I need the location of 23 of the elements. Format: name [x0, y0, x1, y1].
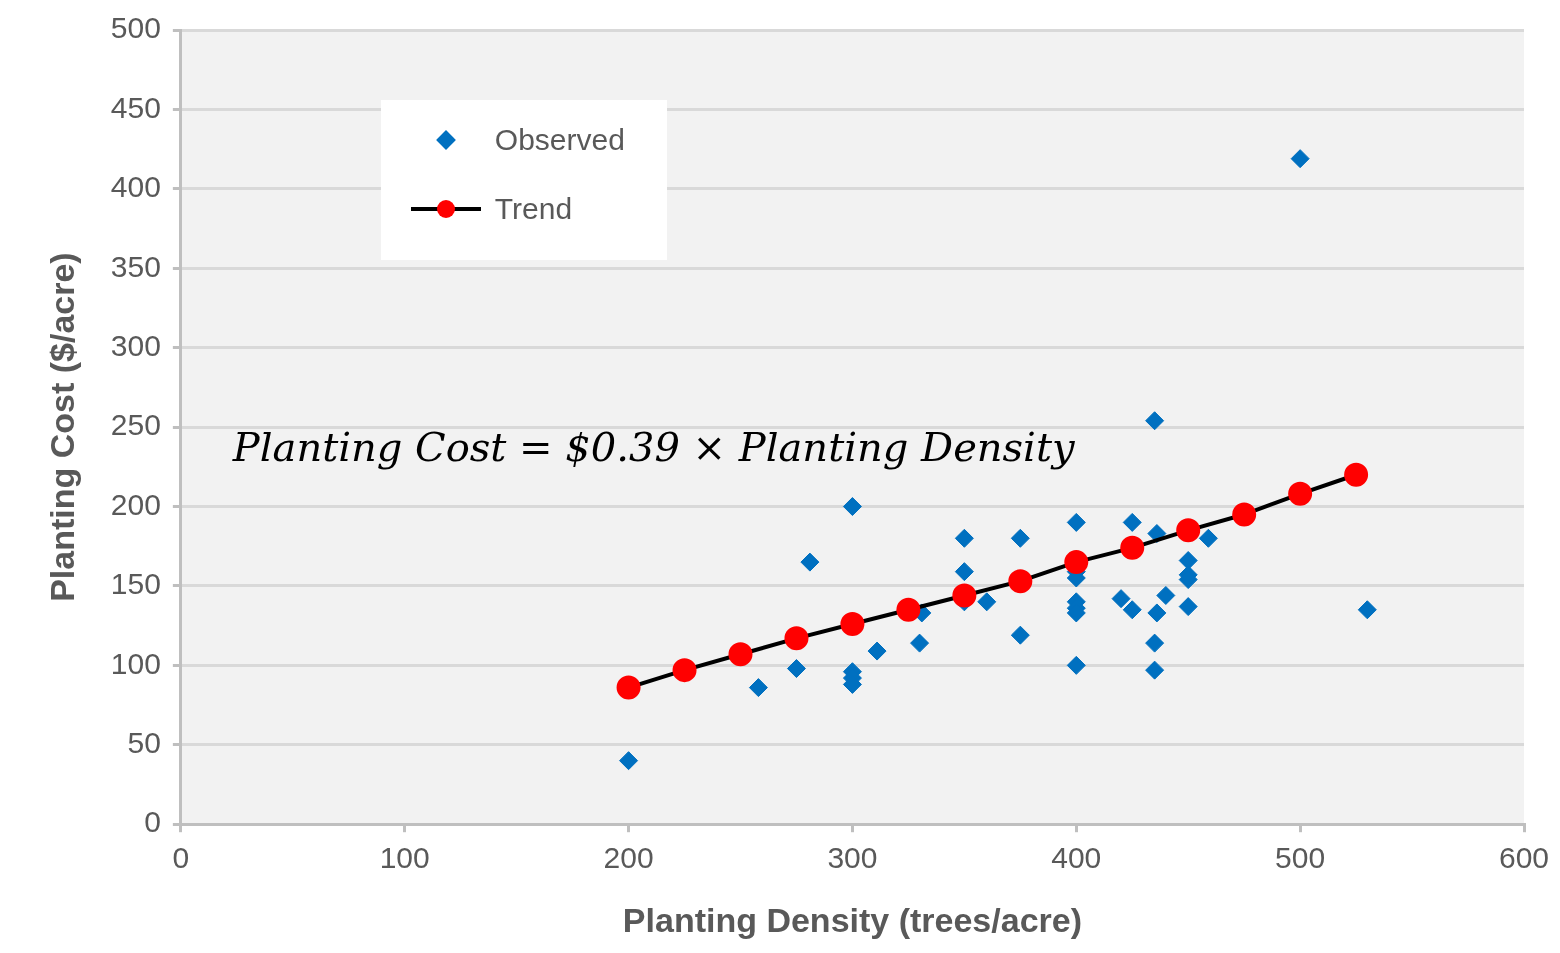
x-axis-title: Planting Density (trees/acre)	[622, 900, 1083, 939]
legend-label: Trend	[494, 192, 573, 226]
y-tick-label: 200	[110, 487, 161, 521]
y-axis-title: Planting Cost ($/acre)	[42, 252, 81, 602]
x-tick-label: 100	[379, 841, 430, 875]
legend-label: Observed	[494, 123, 625, 157]
x-tick-label: 500	[1275, 841, 1326, 875]
x-tick-label: 600	[1498, 841, 1550, 875]
x-tick-label: 0	[172, 841, 190, 875]
y-tick-label: 450	[110, 90, 161, 124]
annotation: Planting Cost = $0.39 × Planting Density	[231, 424, 1076, 471]
y-tick-label: 50	[127, 726, 161, 760]
y-tick-label: 0	[144, 805, 161, 839]
y-tick-label: 150	[110, 567, 161, 601]
y-tick-label: 400	[110, 170, 161, 204]
y-tick-label: 500	[110, 11, 161, 45]
y-tick-label: 300	[110, 328, 161, 362]
y-tick-label: 100	[110, 646, 161, 680]
y-tick-label: 250	[110, 408, 161, 442]
x-tick-label: 400	[1051, 841, 1102, 875]
x-tick-label: 300	[827, 841, 878, 875]
y-tick-label: 350	[110, 249, 161, 283]
x-tick-label: 200	[603, 841, 654, 875]
